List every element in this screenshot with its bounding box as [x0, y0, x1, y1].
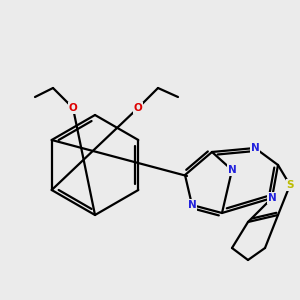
Text: O: O [69, 103, 77, 113]
Text: N: N [250, 143, 260, 153]
Text: O: O [134, 103, 142, 113]
Text: N: N [268, 193, 276, 203]
Text: N: N [228, 165, 236, 175]
Text: S: S [286, 180, 294, 190]
Text: N: N [188, 200, 196, 210]
